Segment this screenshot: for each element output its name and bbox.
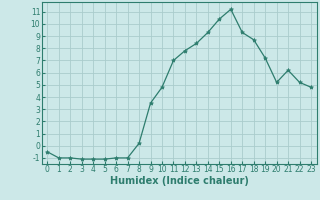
X-axis label: Humidex (Indice chaleur): Humidex (Indice chaleur)	[110, 176, 249, 186]
